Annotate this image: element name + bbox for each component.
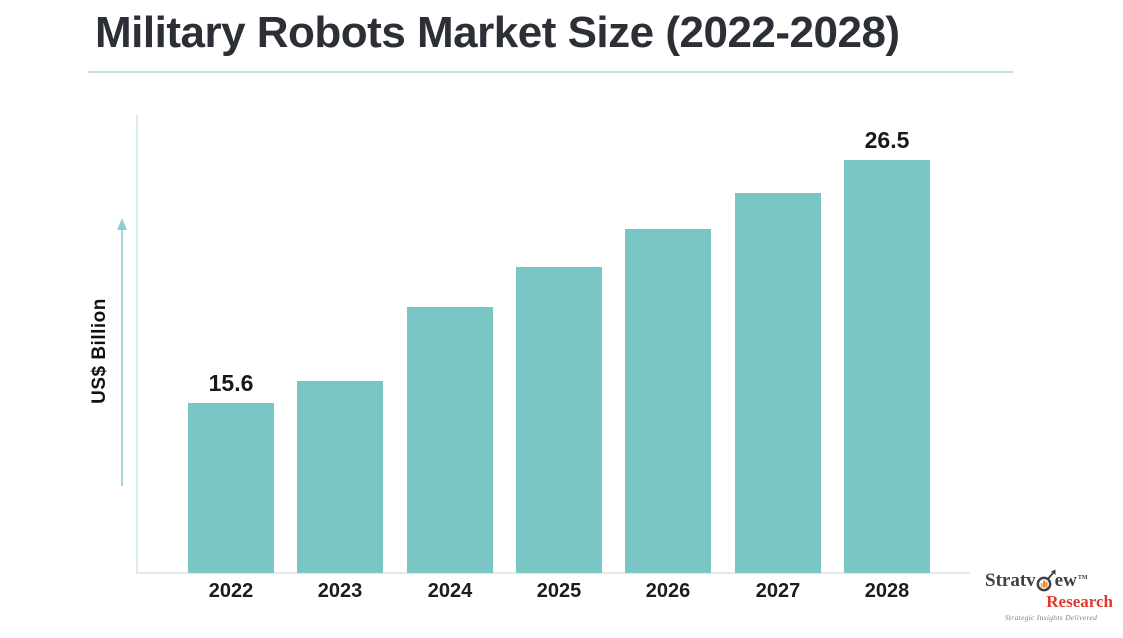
x-tick-2025: 2025	[536, 580, 582, 602]
y-axis-arrow-icon	[117, 218, 127, 486]
value-label-2022: 15.6	[208, 370, 254, 396]
logo-brand-name: Stratv ew TM	[985, 566, 1117, 592]
bar-2022	[188, 403, 274, 573]
x-tick-2022: 2022	[208, 580, 254, 602]
logo-brand-secondary: Research	[1046, 592, 1113, 611]
x-axis-line	[136, 572, 970, 574]
logo-brand-prefix: Stratv	[985, 570, 1036, 591]
logo-tagline: Strategic Insights Delivered	[1004, 613, 1098, 622]
bar-2026	[625, 229, 711, 573]
x-tick-2028: 2028	[864, 580, 910, 602]
x-tick-2024: 2024	[427, 580, 473, 602]
magnifier-bar-chart-icon	[1036, 569, 1056, 592]
logo-trademark: TM	[1077, 575, 1088, 581]
bar-2025	[516, 267, 602, 573]
bar-2028	[844, 160, 930, 573]
x-tick-2023: 2023	[317, 580, 363, 602]
chart-title: Military Robots Market Size (2022-2028)	[95, 8, 900, 57]
bar-2023	[297, 381, 383, 573]
value-label-2028: 26.5	[864, 127, 910, 153]
x-tick-2026: 2026	[645, 580, 691, 602]
x-tick-2027: 2027	[755, 580, 801, 602]
stratview-logo: Stratv ew TM Research Strategic Insights…	[985, 566, 1117, 622]
bar-2024	[407, 307, 493, 573]
bar-2027	[735, 193, 821, 573]
y-axis-line	[136, 115, 138, 574]
y-axis-label: US$ Billion	[89, 298, 110, 404]
logo-brand-suffix: ew	[1054, 570, 1077, 591]
title-divider	[88, 71, 1013, 73]
